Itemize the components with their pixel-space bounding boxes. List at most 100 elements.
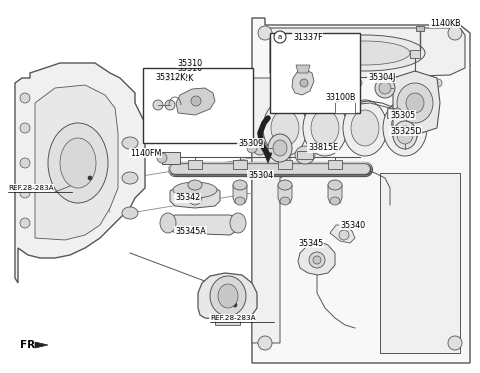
- Bar: [278, 160, 292, 169]
- Text: FR: FR: [20, 340, 35, 350]
- Circle shape: [20, 218, 30, 228]
- Text: 35304: 35304: [248, 170, 273, 179]
- Polygon shape: [233, 185, 247, 203]
- Ellipse shape: [188, 180, 202, 190]
- Circle shape: [274, 79, 282, 87]
- Text: 31337F: 31337F: [293, 32, 323, 41]
- Circle shape: [258, 336, 272, 350]
- Circle shape: [339, 230, 349, 240]
- Ellipse shape: [406, 93, 424, 113]
- Bar: [233, 160, 247, 169]
- Polygon shape: [296, 65, 310, 73]
- Text: 33815E: 33815E: [308, 144, 338, 153]
- Circle shape: [313, 256, 321, 264]
- Bar: [215, 315, 240, 325]
- Ellipse shape: [393, 121, 417, 149]
- Bar: [416, 26, 424, 31]
- Polygon shape: [252, 18, 470, 363]
- Ellipse shape: [280, 197, 290, 205]
- Circle shape: [274, 31, 286, 43]
- Ellipse shape: [271, 110, 299, 146]
- Circle shape: [191, 96, 201, 106]
- Ellipse shape: [218, 284, 238, 308]
- Ellipse shape: [397, 83, 433, 123]
- Ellipse shape: [157, 153, 167, 163]
- Bar: [387, 108, 407, 118]
- Circle shape: [258, 26, 272, 40]
- Text: 35304J: 35304J: [368, 73, 396, 82]
- Polygon shape: [198, 273, 257, 320]
- Ellipse shape: [263, 100, 307, 156]
- Circle shape: [394, 79, 402, 87]
- Bar: [335, 101, 355, 113]
- Polygon shape: [176, 88, 215, 115]
- Text: 35312K: 35312K: [155, 73, 185, 82]
- Circle shape: [165, 100, 175, 110]
- Polygon shape: [292, 69, 314, 95]
- Polygon shape: [270, 28, 465, 78]
- Ellipse shape: [122, 172, 138, 184]
- Ellipse shape: [320, 41, 410, 65]
- Ellipse shape: [268, 134, 292, 162]
- Ellipse shape: [303, 100, 347, 156]
- Text: 35312K: 35312K: [163, 74, 193, 83]
- Ellipse shape: [305, 35, 425, 71]
- Ellipse shape: [311, 110, 339, 146]
- Ellipse shape: [375, 78, 395, 98]
- Bar: [410, 50, 420, 58]
- Ellipse shape: [379, 82, 391, 94]
- Ellipse shape: [343, 100, 387, 156]
- Polygon shape: [170, 188, 220, 208]
- Bar: [328, 160, 342, 169]
- Ellipse shape: [273, 140, 287, 156]
- Polygon shape: [35, 342, 48, 348]
- Circle shape: [88, 176, 92, 180]
- Ellipse shape: [295, 146, 315, 164]
- Ellipse shape: [160, 213, 176, 233]
- Polygon shape: [393, 71, 440, 135]
- Circle shape: [448, 26, 462, 40]
- Text: 35310: 35310: [177, 64, 202, 73]
- Polygon shape: [168, 215, 238, 235]
- Text: 31337F: 31337F: [293, 32, 323, 41]
- Ellipse shape: [122, 137, 138, 149]
- Ellipse shape: [230, 213, 246, 233]
- Polygon shape: [330, 225, 355, 243]
- Circle shape: [314, 79, 322, 87]
- Circle shape: [20, 123, 30, 133]
- Circle shape: [448, 336, 462, 350]
- Ellipse shape: [278, 180, 292, 190]
- Ellipse shape: [328, 180, 342, 190]
- Ellipse shape: [330, 197, 340, 205]
- Polygon shape: [188, 185, 202, 203]
- Text: 35309: 35309: [238, 138, 263, 147]
- Polygon shape: [298, 241, 335, 275]
- Ellipse shape: [173, 182, 217, 198]
- Text: REF.28-283A: REF.28-283A: [8, 185, 54, 191]
- Circle shape: [153, 100, 163, 110]
- Circle shape: [309, 252, 325, 268]
- Polygon shape: [35, 85, 118, 240]
- Polygon shape: [264, 153, 272, 163]
- Text: REF.28-283A: REF.28-283A: [210, 315, 256, 321]
- Text: a: a: [278, 34, 282, 40]
- Polygon shape: [278, 185, 292, 203]
- Ellipse shape: [122, 207, 138, 219]
- Text: 33100B: 33100B: [325, 94, 356, 103]
- Ellipse shape: [253, 141, 267, 155]
- Text: 35310: 35310: [177, 59, 202, 68]
- Polygon shape: [15, 63, 145, 283]
- Text: 35305: 35305: [390, 110, 415, 119]
- Ellipse shape: [48, 123, 108, 203]
- Ellipse shape: [247, 143, 257, 153]
- Text: 1140KB: 1140KB: [430, 19, 461, 28]
- Text: 35340: 35340: [340, 220, 365, 229]
- Ellipse shape: [397, 126, 413, 144]
- Ellipse shape: [60, 138, 96, 188]
- Text: 35342: 35342: [175, 194, 200, 203]
- Ellipse shape: [351, 110, 379, 146]
- Ellipse shape: [233, 180, 247, 190]
- Bar: [270, 33, 360, 113]
- Ellipse shape: [383, 100, 427, 156]
- Text: 35325D: 35325D: [390, 126, 421, 135]
